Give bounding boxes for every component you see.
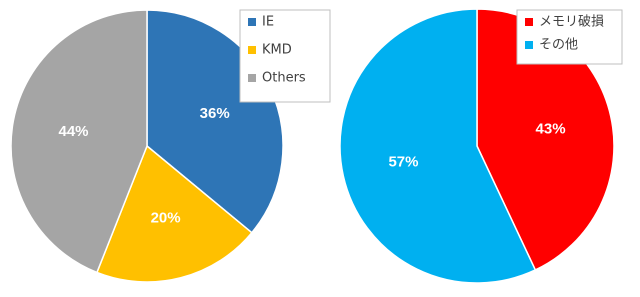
legend-box — [516, 9, 623, 65]
legend-label: KMD — [262, 43, 292, 58]
legend-swatch — [248, 46, 256, 54]
pie-slice — [10, 9, 148, 274]
value-label: 36% — [200, 105, 230, 122]
value-label: 43% — [536, 121, 566, 138]
pie-slice — [339, 8, 537, 284]
value-label: 44% — [59, 123, 89, 140]
legend-swatch — [248, 18, 256, 26]
legend-swatch — [248, 74, 256, 82]
legend-label: その他 — [539, 38, 578, 53]
legend-swatch — [525, 18, 533, 26]
value-label: 20% — [151, 209, 181, 226]
legend-label: メモリ破損 — [539, 15, 604, 30]
legend-label: IE — [262, 15, 274, 30]
legend-swatch — [525, 41, 533, 49]
legend-label: Others — [262, 71, 306, 86]
value-label: 57% — [388, 153, 418, 170]
legend-box — [239, 9, 331, 103]
pie-slice — [95, 144, 253, 283]
